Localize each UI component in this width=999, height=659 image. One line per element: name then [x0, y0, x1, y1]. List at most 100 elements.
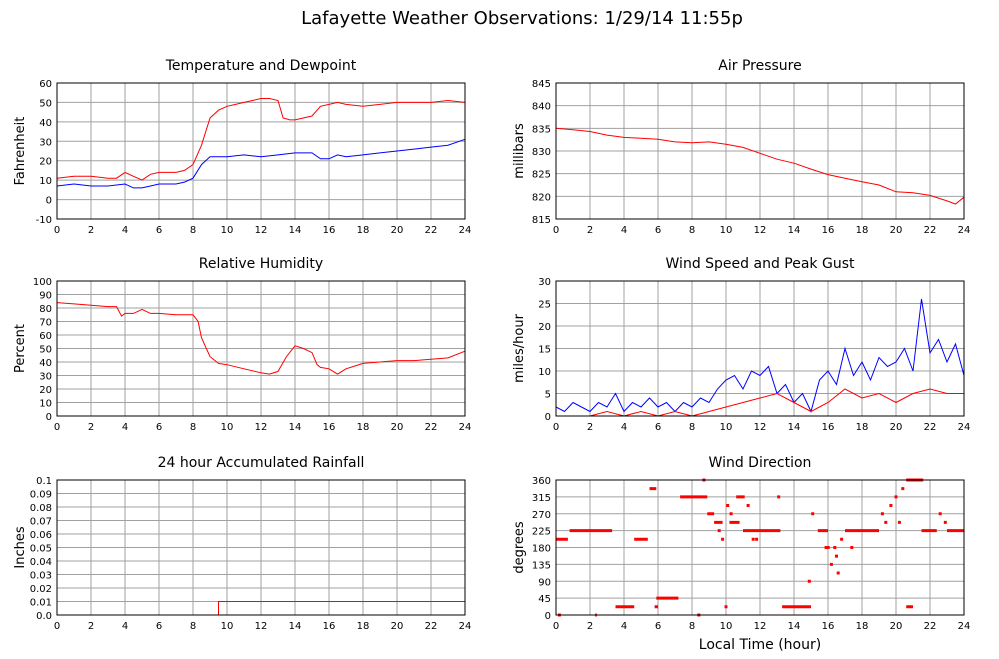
y-tick-label: 10: [39, 399, 52, 410]
y-tick-label: 815: [532, 215, 551, 226]
x-tick-label: 12: [255, 422, 268, 433]
x-tick-label: 22: [924, 621, 937, 632]
x-tick-label: 6: [655, 225, 661, 236]
y-tick-label: 825: [532, 170, 551, 181]
chart-title: Wind Speed and Peak Gust: [666, 256, 855, 272]
y-tick-label: 50: [39, 98, 52, 109]
page-title: Lafayette Weather Observations: 1/29/14 …: [301, 8, 743, 29]
x-tick-label: 0: [54, 422, 60, 433]
x-tick-label: 2: [587, 225, 593, 236]
x-axis-title: Local Time (hour): [699, 637, 821, 653]
series-line-0: [56, 98, 466, 181]
direction-point: [724, 605, 728, 609]
plot-border: [555, 82, 965, 220]
x-tick-label: 16: [323, 422, 336, 433]
direction-point: [807, 579, 811, 583]
y-tick-label: 0.06: [30, 530, 52, 541]
plot-border: [555, 280, 965, 417]
y-tick-label: 0.02: [30, 584, 52, 595]
x-tick-label: 24: [459, 422, 472, 433]
direction-point: [829, 562, 833, 566]
y-tick-label: 45: [538, 594, 551, 605]
x-tick-label: 4: [122, 621, 128, 632]
x-tick-label: 6: [655, 621, 661, 632]
x-tick-label: 14: [289, 225, 302, 236]
x-tick-label: 10: [221, 225, 234, 236]
plot-border: [555, 479, 965, 616]
direction-point: [897, 520, 901, 524]
direction-point: [880, 512, 884, 516]
y-tick-label: 845: [532, 79, 551, 90]
x-tick-label: 24: [958, 225, 971, 236]
direction-point: [840, 537, 844, 541]
x-tick-label: 0: [54, 621, 60, 632]
x-tick-label: 0: [54, 225, 60, 236]
y-axis-label: Inches: [13, 526, 28, 568]
x-tick-label: 6: [156, 225, 162, 236]
x-tick-label: 16: [822, 422, 835, 433]
y-axis-label: Fahrenheit: [13, 117, 28, 186]
x-tick-label: 10: [221, 422, 234, 433]
x-tick-label: 2: [587, 621, 593, 632]
x-tick-label: 4: [122, 422, 128, 433]
y-tick-label: 0.09: [30, 490, 52, 501]
x-tick-label: 16: [323, 225, 336, 236]
x-tick-label: 8: [689, 225, 695, 236]
y-tick-label: 840: [532, 102, 551, 113]
y-tick-label: 10: [538, 367, 551, 378]
x-tick-label: 20: [890, 422, 903, 433]
x-tick-label: 12: [255, 621, 268, 632]
y-tick-label: 5: [545, 390, 551, 401]
direction-point: [836, 571, 840, 575]
y-tick-label: 20: [538, 322, 551, 333]
x-tick-label: 22: [425, 422, 438, 433]
x-tick-label: 18: [856, 422, 869, 433]
x-tick-label: 8: [190, 621, 196, 632]
y-tick-label: 0.03: [30, 571, 52, 582]
x-tick-label: 20: [890, 621, 903, 632]
x-tick-label: 18: [856, 225, 869, 236]
x-tick-label: 2: [88, 225, 94, 236]
x-tick-label: 14: [788, 621, 801, 632]
x-tick-label: 2: [88, 621, 94, 632]
x-tick-label: 6: [156, 422, 162, 433]
plot-border: [56, 479, 466, 616]
chart-title: Temperature and Dewpoint: [165, 58, 357, 74]
direction-point: [850, 546, 854, 549]
series-line-1: [56, 138, 466, 189]
x-tick-label: 2: [587, 422, 593, 433]
x-tick-label: 20: [890, 225, 903, 236]
x-tick-label: 16: [323, 621, 336, 632]
x-tick-label: 0: [553, 422, 559, 433]
x-tick-label: 22: [924, 225, 937, 236]
chart-title: Relative Humidity: [199, 256, 323, 272]
y-tick-label: 90: [538, 577, 551, 588]
x-tick-label: 4: [621, 422, 627, 433]
x-tick-label: 16: [822, 225, 835, 236]
y-tick-label: 50: [39, 345, 52, 356]
y-tick-label: 0.01: [30, 598, 52, 609]
x-tick-label: 24: [958, 621, 971, 632]
y-tick-label: 0.1: [36, 476, 52, 487]
y-tick-label: 90: [39, 291, 52, 302]
y-tick-label: 20: [39, 157, 52, 168]
plot-border: [56, 280, 466, 417]
direction-point: [726, 504, 730, 507]
x-tick-label: 14: [788, 422, 801, 433]
y-tick-label: 0.07: [30, 517, 52, 528]
y-tick-label: 315: [532, 493, 551, 504]
direction-point: [833, 546, 837, 549]
y-axis-label: degrees: [512, 521, 527, 574]
x-tick-label: 24: [958, 422, 971, 433]
y-tick-label: 0.08: [30, 503, 52, 514]
direction-point: [751, 537, 755, 541]
y-tick-label: 40: [39, 358, 52, 369]
x-tick-label: 8: [190, 225, 196, 236]
x-tick-label: 18: [357, 422, 370, 433]
x-tick-label: 18: [357, 621, 370, 632]
